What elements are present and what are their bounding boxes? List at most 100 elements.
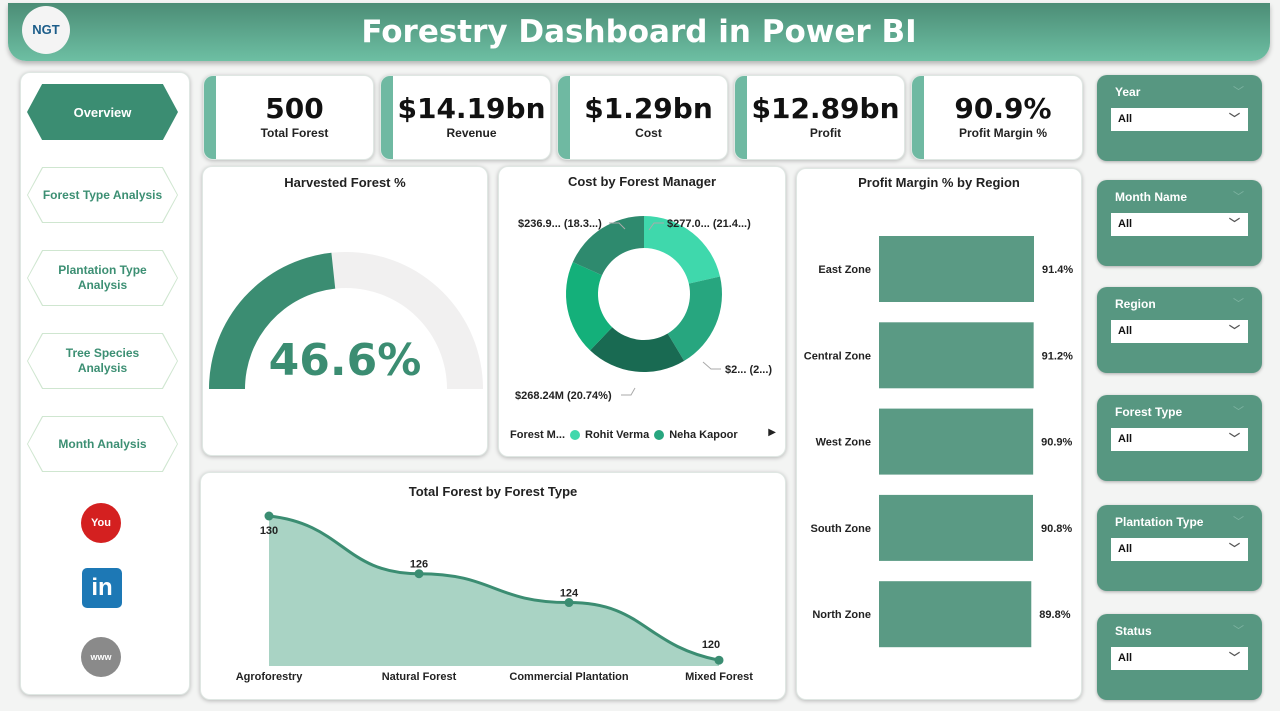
donut-slice[interactable] [667,276,722,361]
kpi-revenue: $14.19bn Revenue [380,75,551,160]
filter-value: All [1118,652,1133,664]
data-point [264,511,274,521]
data-label: 124 [560,588,579,600]
filter-dropdown[interactable]: All ﹀ [1111,320,1248,343]
data-point [714,655,724,665]
kpi-total-forest: 500 Total Forest [203,75,374,160]
bar-data-label: 91.4% [1042,264,1073,276]
filter-year: Year ﹀ All ﹀ [1097,75,1262,161]
filter-label: Status [1115,624,1152,638]
donut-slice[interactable] [644,216,721,284]
filter-dropdown[interactable]: All ﹀ [1111,428,1248,451]
area-fill [269,516,719,666]
chevron-down-icon: ﹀ [1229,325,1240,337]
chart-title: Harvested Forest % [284,175,406,190]
legend-title: Forest M... [510,429,566,441]
cost-by-manager-card: Cost by Forest Manager $277.0... (21.4..… [498,166,786,457]
filter-label: Forest Type [1115,405,1183,419]
filter-collapse-icon[interactable]: ﹀ [1233,86,1244,98]
area-line [268,514,720,662]
filter-label: Region [1115,297,1156,311]
data-label: 130 [260,525,278,537]
legend-next-arrow-icon[interactable]: ▶ [768,427,776,438]
filter-collapse-icon[interactable]: ﹀ [1233,516,1244,528]
area-chart: 130 Agroforestry 126 Natural Forest 124 Comme… [236,511,753,683]
kpi-value: $12.89bn [751,92,900,125]
header-banner: Forestry Dashboard in Power BI [8,3,1270,61]
bar-category-label: Central Zone [804,350,871,362]
kpi-value: 500 [265,92,324,125]
x-axis-label: Natural Forest [382,671,457,683]
data-point [414,569,424,579]
filter-label: Plantation Type [1115,515,1204,529]
leader-line [702,361,721,370]
nav-tree-species-button[interactable]: Tree Species Analysis [27,333,178,389]
filter-value: All [1118,543,1133,555]
kpi-cost: $1.29bn Cost [557,75,728,160]
bar-category-label: South Zone [811,523,872,535]
linkedin-icon[interactable]: in [82,568,122,608]
gauge-chart [209,252,483,389]
company-logo: NGT [22,6,70,54]
nav-forest-type-button[interactable]: Forest Type Analysis [27,167,178,223]
bar-category-label: East Zone [818,264,871,276]
chevron-down-icon: ﹀ [1229,113,1240,125]
filter-dropdown[interactable]: All ﹀ [1111,108,1248,131]
chevron-down-icon: ﹀ [1229,218,1240,230]
nav-label: Plantation Type Analysis [58,263,147,292]
filter-plantation-type: Plantation Type ﹀ All ﹀ [1097,505,1262,591]
bar [879,408,1034,475]
filter-value: All [1118,433,1133,445]
donut-slice[interactable] [590,327,685,372]
gauge-fill [209,252,336,389]
filter-collapse-icon[interactable]: ﹀ [1233,625,1244,637]
chart-title: Cost by Forest Manager [567,174,717,189]
bar-category-label: North Zone [812,609,871,621]
filter-collapse-icon[interactable]: ﹀ [1233,191,1244,203]
leader-line [609,222,626,230]
filter-collapse-icon[interactable]: ﹀ [1233,406,1244,418]
donut-slice[interactable] [566,262,613,351]
kpi-label: Total Forest [260,126,329,140]
youtube-icon[interactable]: You [81,503,121,543]
kpi-value: 90.9% [954,92,1052,125]
logo-text: NGT [32,22,60,37]
donut-data-label: $277.0... (21.4...) [667,218,751,230]
donut-legend: Forest M... Rohit Verma Neha Kapoor [510,429,738,441]
bar-data-label: 90.9% [1041,437,1072,449]
legend-item[interactable]: Rohit Verma [585,429,650,441]
leader-line [648,222,664,231]
bar [879,322,1034,389]
data-label: 126 [410,559,428,571]
chevron-down-icon: ﹀ [1229,543,1240,555]
nav-plantation-type-button[interactable]: Plantation Type Analysis [27,250,178,306]
donut-slice[interactable] [572,216,644,276]
donut-data-label: $2... (2...) [725,364,772,376]
x-axis-label: Mixed Forest [685,671,753,683]
bar-chart: East Zone 91.4% Central Zone 91.2% West Zone… [804,236,1073,648]
nav-overview-button[interactable]: Overview [27,84,178,140]
filter-dropdown[interactable]: All ﹀ [1111,647,1248,670]
filter-region: Region ﹀ All ﹀ [1097,287,1262,373]
legend-item[interactable]: Neha Kapoor [669,429,738,441]
filter-dropdown[interactable]: All ﹀ [1111,213,1248,236]
filter-label: Month Name [1115,190,1187,204]
data-point [564,598,574,608]
bar-data-label: 91.2% [1042,350,1073,362]
donut-chart[interactable]: $277.0... (21.4...) $2... (2...) $268.24M … [499,167,787,458]
bar-data-label: 90.8% [1041,523,1072,535]
kpi-profit: $12.89bn Profit [734,75,905,160]
kpi-label: Cost [635,126,662,140]
filter-collapse-icon[interactable]: ﹀ [1233,298,1244,310]
filter-dropdown[interactable]: All ﹀ [1111,538,1248,561]
x-axis-label: Agroforestry [236,671,304,683]
nav-month-button[interactable]: Month Analysis [27,416,178,472]
filter-status: Status ﹀ All ﹀ [1097,614,1262,700]
nav-label: Month Analysis [58,436,147,451]
bar-data-label: 89.8% [1039,609,1070,621]
filter-label: Year [1115,85,1141,99]
website-icon[interactable]: www [81,637,121,677]
kpi-value: $1.29bn [584,92,713,125]
chevron-down-icon: ﹀ [1229,652,1240,664]
kpi-label: Profit Margin % [958,126,1047,140]
